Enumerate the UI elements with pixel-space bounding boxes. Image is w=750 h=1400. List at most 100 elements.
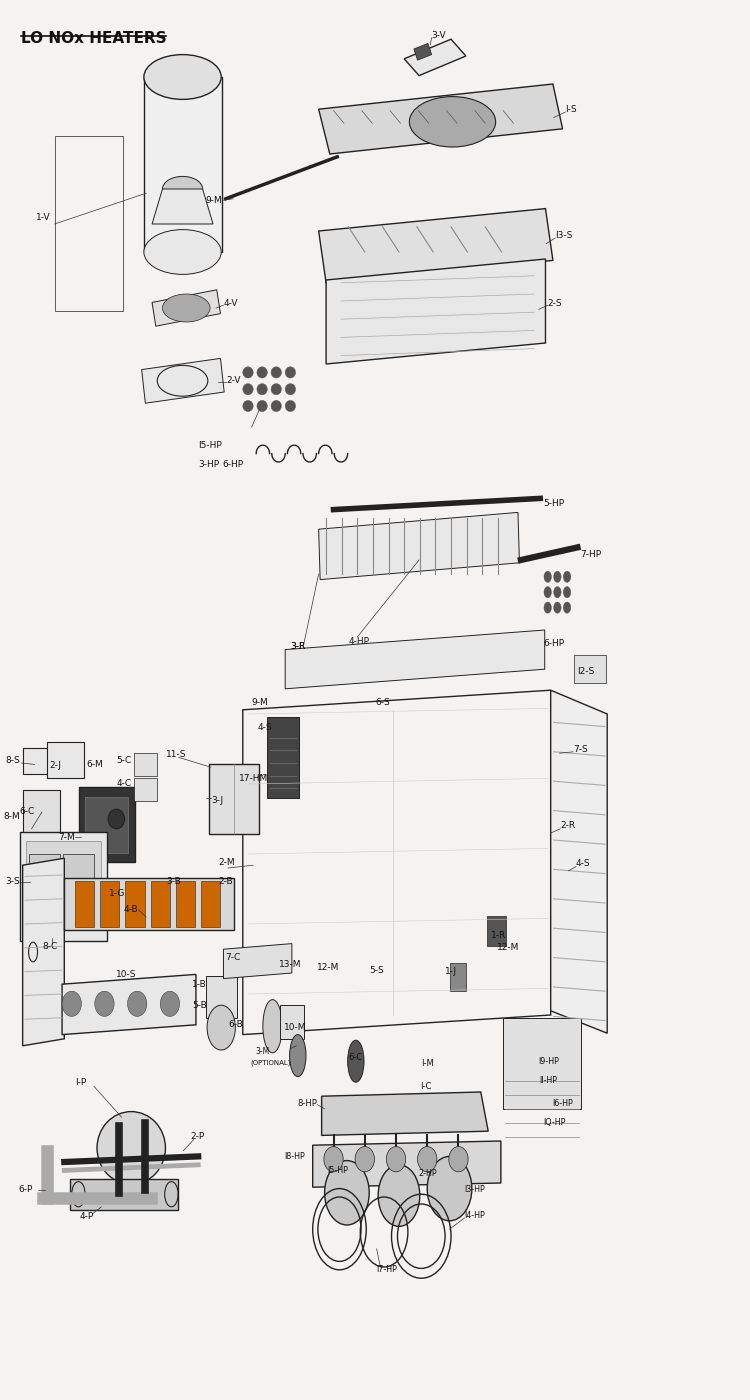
- Text: 4-B: 4-B: [124, 906, 139, 914]
- Ellipse shape: [348, 1040, 364, 1082]
- Polygon shape: [404, 39, 466, 76]
- Ellipse shape: [378, 1165, 420, 1226]
- Ellipse shape: [239, 955, 247, 969]
- Ellipse shape: [128, 991, 147, 1016]
- Text: 8-M: 8-M: [3, 812, 20, 820]
- Text: I8-HP: I8-HP: [284, 1152, 305, 1161]
- Ellipse shape: [418, 1147, 437, 1172]
- Bar: [26, 841, 101, 930]
- Ellipse shape: [448, 1147, 468, 1172]
- Ellipse shape: [160, 991, 179, 1016]
- Text: 1-R: 1-R: [491, 931, 506, 939]
- Polygon shape: [319, 209, 553, 283]
- Text: 6-HP: 6-HP: [543, 640, 564, 648]
- Polygon shape: [22, 858, 64, 1046]
- Ellipse shape: [271, 367, 281, 378]
- Text: 1-G: 1-G: [109, 889, 125, 897]
- Text: 2-B: 2-B: [218, 878, 232, 886]
- Ellipse shape: [554, 587, 561, 598]
- Text: 10-M: 10-M: [284, 1023, 307, 1032]
- Ellipse shape: [386, 1147, 406, 1172]
- Text: IQ-HP: IQ-HP: [543, 1119, 566, 1127]
- Text: I3-S: I3-S: [555, 231, 572, 239]
- Text: 3-V: 3-V: [432, 31, 446, 39]
- Text: 7-HP: 7-HP: [580, 550, 602, 559]
- Bar: [574, 655, 606, 683]
- Text: LO NOx HEATERS: LO NOx HEATERS: [21, 31, 166, 46]
- Polygon shape: [224, 944, 292, 979]
- Text: 2-HP: 2-HP: [419, 1169, 437, 1177]
- Text: 10-S: 10-S: [116, 970, 136, 979]
- Polygon shape: [152, 290, 220, 326]
- Text: 11-S: 11-S: [166, 750, 187, 759]
- Bar: [47, 742, 85, 778]
- Ellipse shape: [257, 367, 267, 378]
- Ellipse shape: [163, 294, 210, 322]
- Text: 2-P: 2-P: [190, 1133, 205, 1141]
- Polygon shape: [142, 358, 224, 403]
- Bar: [134, 778, 157, 801]
- Text: I-S: I-S: [566, 105, 578, 113]
- Bar: [201, 881, 220, 927]
- Ellipse shape: [163, 176, 202, 202]
- Text: I2-S: I2-S: [578, 668, 595, 676]
- Text: 4-V: 4-V: [224, 300, 238, 308]
- Text: I7-HP: I7-HP: [376, 1266, 397, 1274]
- Text: 6-B: 6-B: [228, 1021, 243, 1029]
- Bar: [266, 717, 299, 798]
- Text: 12-M: 12-M: [317, 963, 340, 972]
- Bar: [28, 854, 60, 904]
- Ellipse shape: [22, 910, 32, 930]
- Bar: [176, 881, 195, 927]
- Text: 6-C: 6-C: [349, 1053, 363, 1061]
- Text: 4-C: 4-C: [116, 780, 131, 788]
- Ellipse shape: [563, 602, 571, 613]
- Text: I9-HP: I9-HP: [538, 1057, 559, 1065]
- Bar: [70, 1179, 178, 1210]
- Text: I-C: I-C: [420, 1082, 431, 1091]
- Bar: [85, 797, 128, 853]
- Ellipse shape: [268, 955, 275, 969]
- Polygon shape: [319, 512, 520, 580]
- Bar: [206, 976, 237, 1018]
- Text: 4-S: 4-S: [258, 724, 272, 732]
- Ellipse shape: [285, 367, 296, 378]
- Ellipse shape: [544, 587, 551, 598]
- Text: I-M: I-M: [422, 1060, 434, 1068]
- Text: 8-C: 8-C: [42, 942, 57, 951]
- Bar: [20, 832, 107, 941]
- Text: 9-M: 9-M: [206, 196, 222, 204]
- Text: 2-S: 2-S: [548, 300, 562, 308]
- Text: 3-B: 3-B: [166, 878, 181, 886]
- Ellipse shape: [285, 400, 296, 412]
- Ellipse shape: [285, 384, 296, 395]
- Text: 2-R: 2-R: [560, 822, 575, 830]
- Text: 5-B: 5-B: [192, 1001, 207, 1009]
- Ellipse shape: [108, 809, 124, 829]
- Text: I6-HP: I6-HP: [552, 1099, 573, 1107]
- Text: 6-C: 6-C: [20, 808, 35, 816]
- Text: 3-M: 3-M: [256, 1047, 270, 1056]
- Text: 5-S: 5-S: [369, 966, 384, 974]
- Text: 5-HP: 5-HP: [543, 500, 564, 508]
- Polygon shape: [152, 189, 213, 224]
- Text: 6-S: 6-S: [375, 699, 390, 707]
- Bar: [125, 881, 145, 927]
- Text: 1-J: 1-J: [445, 967, 458, 976]
- Ellipse shape: [207, 1005, 236, 1050]
- Text: 7-M: 7-M: [58, 833, 75, 841]
- Text: (OPTIONAL): (OPTIONAL): [251, 1060, 291, 1065]
- Ellipse shape: [544, 602, 551, 613]
- Text: 5-C: 5-C: [116, 756, 131, 764]
- Bar: [280, 1005, 304, 1039]
- Ellipse shape: [243, 367, 254, 378]
- Ellipse shape: [243, 384, 254, 395]
- Bar: [503, 1018, 581, 1109]
- Text: 1-V: 1-V: [36, 213, 51, 221]
- Polygon shape: [550, 690, 608, 1033]
- Bar: [209, 764, 260, 834]
- Bar: [22, 790, 60, 834]
- Text: 9-M: 9-M: [252, 699, 268, 707]
- Text: 17-HM: 17-HM: [239, 774, 268, 783]
- Text: 12-M: 12-M: [497, 944, 520, 952]
